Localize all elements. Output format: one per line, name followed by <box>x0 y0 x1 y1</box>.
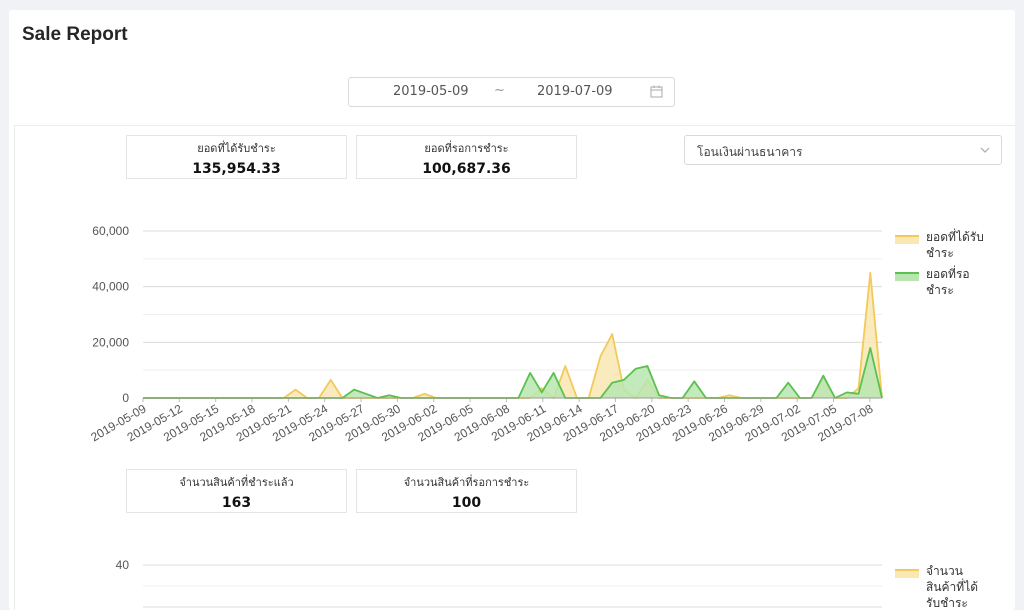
legend-label: ชำระ <box>926 246 954 260</box>
series-pending-area <box>143 347 882 398</box>
end-date[interactable]: 2019-07-09 <box>537 84 613 99</box>
legend-swatch <box>895 236 919 244</box>
payment-method-select[interactable]: โอนเงินผ่านธนาคาร <box>684 135 1002 165</box>
legend-label: จำนวน <box>926 564 963 578</box>
y-tick-label: 60,000 <box>92 224 129 238</box>
legend-label: รับชำระ <box>926 596 968 610</box>
stat-value: 100 <box>451 495 482 511</box>
legend-label: สินค้าที่ได้ <box>926 578 978 594</box>
payment-method-value: โอนเงินผ่านธนาคาร <box>697 145 803 159</box>
chevron-down-icon <box>980 147 990 153</box>
stat-value: 135,954.33 <box>192 161 281 177</box>
date-range-picker[interactable]: 2019-05-09 ~ 2019-07-09 <box>348 77 675 107</box>
legend-label: ยอดที่รอ <box>926 265 970 281</box>
series-received-line <box>143 271 883 399</box>
sale-report-card: Sale Report 2019-05-09 ~ 2019-07-09 ยอดท… <box>9 10 1015 610</box>
range-separator: ~ <box>494 83 505 98</box>
stat-label: จำนวนสินค้าที่รอการชำระ <box>403 477 530 489</box>
calendar-icon[interactable] <box>650 85 663 98</box>
y-tick-label: 20,000 <box>92 335 129 349</box>
legend-label: ชำระ <box>926 283 954 297</box>
stat-label: ยอดที่ได้รับชำระ <box>197 143 276 155</box>
stat-pending-items: จำนวนสินค้าที่รอการชำระ 100 <box>356 469 577 513</box>
stat-label: จำนวนสินค้าที่ชำระแล้ว <box>179 477 294 489</box>
y-tick-label: 40,000 <box>92 280 129 294</box>
legend-swatch <box>895 273 919 281</box>
stat-paid-items: จำนวนสินค้าที่ชำระแล้ว 163 <box>126 469 347 513</box>
page-title: Sale Report <box>22 24 128 45</box>
series-pending-line <box>143 347 883 399</box>
start-date[interactable]: 2019-05-09 <box>393 84 469 99</box>
stat-pending-amount: ยอดที่รอการชำระ 100,687.36 <box>356 135 577 179</box>
amount-area-chart: 020,00040,00060,0002019-05-092019-05-122… <box>88 224 984 610</box>
report-panel <box>14 125 1015 610</box>
stat-value: 100,687.36 <box>422 161 511 177</box>
legend-label: ยอดที่ได้รับ <box>926 228 984 244</box>
stat-received-amount: ยอดที่ได้รับชำระ 135,954.33 <box>126 135 347 179</box>
series-received-area <box>143 272 882 398</box>
y-tick-label: 40 <box>116 558 130 572</box>
legend-swatch <box>895 570 919 578</box>
stat-label: ยอดที่รอการชำระ <box>424 143 509 155</box>
stat-value: 163 <box>221 495 252 511</box>
y-tick-label: 0 <box>122 391 129 405</box>
